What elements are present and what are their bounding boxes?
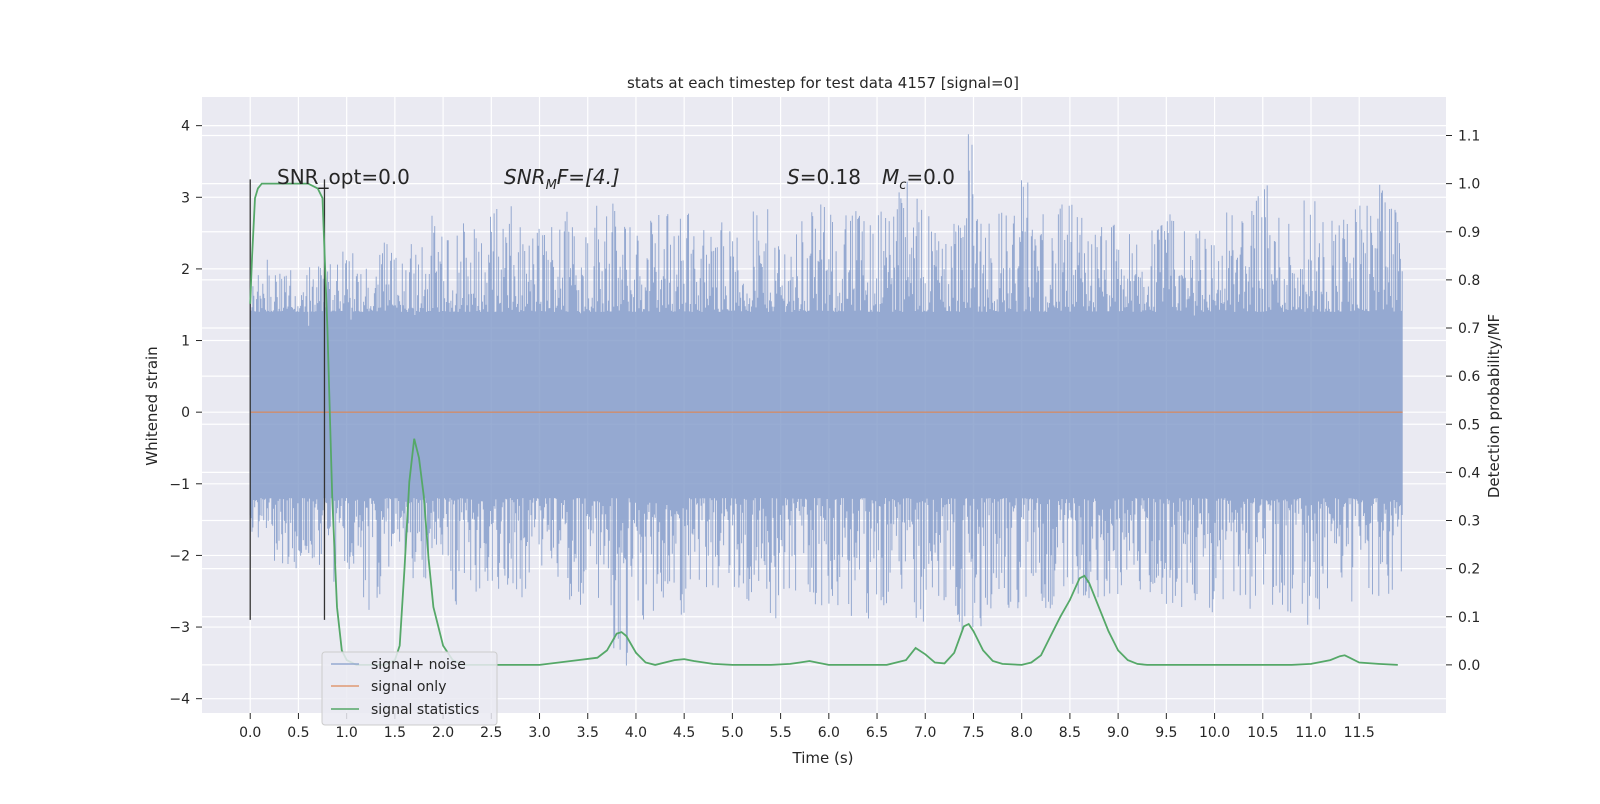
x-tick-label: 4.0 — [625, 725, 647, 741]
y2-tick-label: 0.5 — [1458, 417, 1480, 433]
y2-tick-label: 0.4 — [1458, 465, 1480, 481]
x-tick-label: 0.0 — [239, 725, 261, 741]
x-tick-label: 10.0 — [1199, 725, 1230, 741]
y2-tick-label: 1.0 — [1458, 177, 1480, 193]
annotation-snr-mf-main: SNR — [504, 165, 546, 189]
x-axis-title: Time (s) — [792, 749, 854, 767]
annotation-mc-value: =0.0 — [906, 165, 955, 189]
legend-label-signal-statistics: signal statistics — [371, 702, 479, 718]
annotation-snr-mf-sub: M — [546, 178, 557, 193]
y2-tick-label: 0.1 — [1458, 610, 1480, 626]
annotation-snr-opt: SNR_opt=0.0 — [277, 165, 410, 189]
annotation-mc-label: M — [882, 165, 899, 189]
chart-title: stats at each timestep for test data 415… — [627, 74, 1019, 92]
legend-label-signal-noise: signal+ noise — [371, 657, 466, 673]
x-axis-ticks: 0.0 0.5 1.0 1.5 2.0 2.5 3.0 3.5 4.0 4.5 5.0 5.5 6.0 6… — [239, 713, 1375, 741]
x-tick-label: 1.0 — [336, 725, 358, 741]
x-tick-label: 2.0 — [432, 725, 454, 741]
y2-tick-label: 0.6 — [1458, 369, 1480, 385]
y2-tick-label: 0.3 — [1458, 514, 1480, 530]
y-axis-ticks: 4 3 2 1 0 −1 −2 −3 −4 — [169, 119, 202, 708]
y2-tick-label: 0.8 — [1458, 273, 1480, 289]
legend-box — [321, 651, 498, 726]
y-tick-label: −4 — [169, 692, 190, 708]
y-tick-label: 1 — [181, 334, 190, 350]
y2-tick-label: 0.9 — [1458, 225, 1480, 241]
x-tick-label: 8.5 — [1059, 725, 1081, 741]
x-tick-label: 3.5 — [577, 725, 599, 741]
y-axis-title: Whitened strain — [143, 346, 161, 465]
annotation-s-label: S — [787, 165, 800, 189]
y2-tick-label: 0.7 — [1458, 321, 1480, 337]
y-tick-label: −3 — [169, 620, 190, 636]
legend: signal+ noise signal only signal statist… — [321, 651, 498, 726]
legend-label-signal-only: signal only — [371, 679, 446, 695]
x-tick-label: 3.0 — [528, 725, 550, 741]
x-tick-label: 9.5 — [1155, 725, 1177, 741]
annotation-mc-sub: c — [899, 178, 906, 193]
x-tick-label: 7.0 — [914, 725, 936, 741]
y-tick-label: 0 — [181, 405, 190, 421]
x-tick-label: 5.0 — [721, 725, 743, 741]
x-tick-label: 4.5 — [673, 725, 695, 741]
y2-axis-title: Detection probability/MF — [1485, 314, 1503, 498]
x-tick-label: 8.0 — [1011, 725, 1033, 741]
annotation-snr-mf: SNRMF=[4.] — [504, 165, 620, 193]
y-tick-label: 2 — [181, 262, 190, 278]
annotation-s-value: =0.18 — [800, 165, 861, 189]
y2-tick-label: 0.2 — [1458, 562, 1480, 578]
x-tick-label: 9.0 — [1107, 725, 1129, 741]
x-tick-label: 2.5 — [480, 725, 502, 741]
x-tick-label: 6.5 — [866, 725, 888, 741]
x-tick-label: 7.5 — [962, 725, 984, 741]
y2-tick-label: 0.0 — [1458, 658, 1480, 674]
x-tick-label: 11.0 — [1295, 725, 1326, 741]
y2-tick-label: 1.1 — [1458, 129, 1480, 145]
x-tick-label: 11.5 — [1344, 725, 1375, 741]
x-tick-label: 10.5 — [1247, 725, 1278, 741]
y-tick-label: −2 — [169, 548, 190, 564]
y-tick-label: −1 — [169, 477, 190, 493]
y2-axis-ticks: 1.1 1.0 0.9 0.8 0.7 0.6 0.5 0.4 0.3 0.2 0.1 0.0 — [1446, 129, 1480, 674]
annotation-s: S=0.18 — [787, 165, 861, 189]
x-tick-label: 5.5 — [769, 725, 791, 741]
x-tick-label: 6.0 — [818, 725, 840, 741]
annotation-mc: Mc=0.0 — [882, 165, 955, 193]
y-tick-label: 3 — [181, 190, 190, 206]
annotation-snr-mf-rest: F=[4.] — [557, 165, 620, 189]
y-tick-label: 4 — [181, 119, 190, 135]
x-tick-label: 0.5 — [287, 725, 309, 741]
x-tick-label: 1.5 — [384, 725, 406, 741]
